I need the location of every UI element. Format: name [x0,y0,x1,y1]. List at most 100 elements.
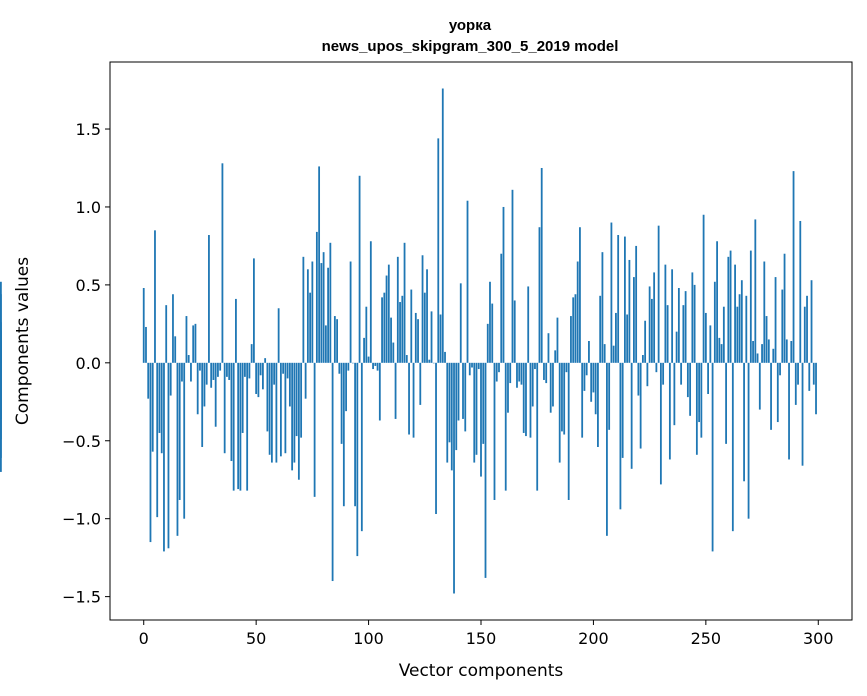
bar [194,323,197,363]
bar [707,362,709,394]
bar [763,261,766,363]
bar [190,362,192,382]
bar [579,227,581,363]
bar [448,362,451,443]
bar [333,316,336,363]
bar [286,362,289,379]
bar [561,362,563,432]
bar [779,362,781,376]
bar [664,264,667,363]
bar [700,362,703,438]
bar [203,362,206,407]
bar [486,323,489,363]
bar [513,300,516,363]
bar [520,362,523,385]
bar [554,350,557,363]
bar [743,362,745,482]
bar [698,362,700,423]
bar [693,284,696,363]
bar [275,362,278,463]
bar [372,362,374,370]
bar [142,288,145,363]
bar [246,362,249,491]
bar [691,272,694,363]
bar [558,362,561,463]
bar [680,362,683,385]
bar [192,325,195,363]
x-tick-label: 150 [466,629,497,648]
bar [668,362,671,460]
bar [268,362,271,455]
bar [266,362,269,432]
bar [295,362,298,437]
bar [507,362,509,413]
bar [500,253,503,363]
bar [324,325,327,363]
bar [273,362,276,385]
bar [396,256,399,363]
bar [644,320,647,363]
bar [232,362,235,491]
bar [311,261,314,363]
bar [147,362,150,399]
bar [556,317,559,363]
bar [347,362,350,371]
bar [621,362,624,458]
bar [774,277,777,363]
bar [342,362,345,507]
bar [603,344,606,363]
bar [468,362,471,376]
bar [498,362,500,373]
bar [156,362,159,518]
bar [527,286,530,363]
bar [659,362,662,485]
bar [792,171,795,363]
bar [752,341,754,363]
bar [163,362,165,552]
bar [772,348,775,363]
bar [279,362,282,457]
bar [405,355,408,363]
bar [588,341,590,363]
bar [212,362,215,380]
y-tick-label: −0.5 [62,432,101,451]
x-tick-label: 200 [578,629,609,648]
bar [450,362,453,471]
bar [338,362,341,374]
bar [410,289,413,363]
y-tick-label: 1.5 [76,120,101,139]
bar [547,333,550,363]
bar [720,344,723,363]
bar [601,252,604,363]
bar [439,314,442,363]
bar [453,362,455,594]
bar [0,322,2,363]
bar [304,362,307,399]
bar [484,362,487,578]
bar [363,337,365,363]
bar [367,356,370,363]
bar [756,353,759,363]
bar [248,362,251,379]
bar [331,362,334,582]
bar [282,362,285,374]
bar [313,362,316,497]
bar [374,362,377,366]
bar [358,175,361,363]
bar [244,362,246,377]
bar [628,259,631,363]
y-axis-label: Components values [13,257,33,425]
bar [612,345,615,363]
bar [435,362,437,515]
bar [208,235,210,363]
bar [455,362,458,451]
bar [567,362,570,500]
bar [671,269,674,363]
bar [172,294,174,363]
bar [237,362,240,490]
bar [540,167,543,363]
chart-subtitle: news_upos_skipgram_300_5_2019 model [322,38,619,55]
bar [673,362,676,426]
bar [727,256,730,363]
bar [428,359,431,363]
